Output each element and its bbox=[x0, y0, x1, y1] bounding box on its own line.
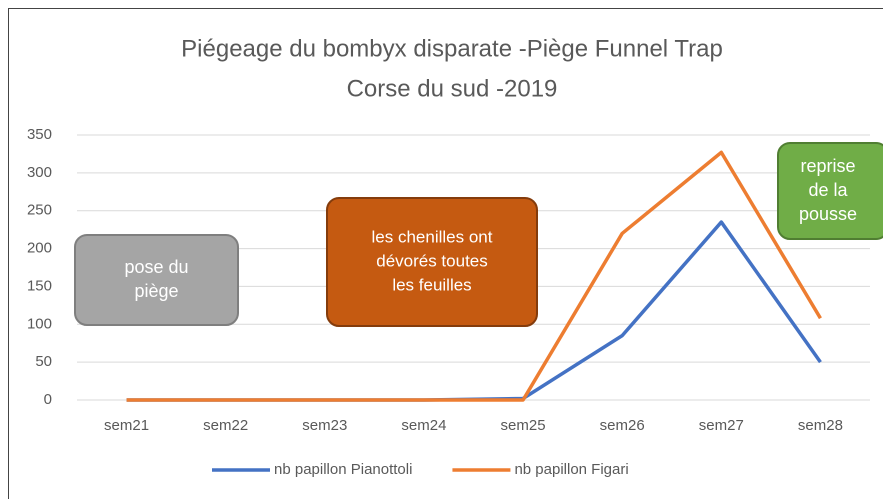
chart-title: Piégeage du bombyx disparate -Piège Funn… bbox=[181, 35, 723, 62]
legend-label: nb papillon Figari bbox=[514, 461, 628, 478]
y-tick-label: 100 bbox=[27, 315, 52, 332]
x-tick-label: sem25 bbox=[501, 417, 546, 434]
x-tick-label: sem21 bbox=[104, 417, 149, 434]
x-tick-label: sem23 bbox=[302, 417, 347, 434]
x-tick-label: sem24 bbox=[401, 417, 446, 434]
annotation-text: dévorés toutes bbox=[376, 251, 488, 270]
y-tick-label: 0 bbox=[44, 391, 52, 408]
x-tick-label: sem22 bbox=[203, 417, 248, 434]
y-tick-label: 200 bbox=[27, 240, 52, 257]
x-tick-label: sem28 bbox=[798, 417, 843, 434]
y-tick-label: 250 bbox=[27, 202, 52, 219]
y-tick-label: 300 bbox=[27, 164, 52, 181]
annotation-text: reprise bbox=[800, 156, 855, 176]
annotation-text: pousse bbox=[799, 204, 857, 224]
y-tick-label: 150 bbox=[27, 277, 52, 294]
annotation-box bbox=[326, 197, 538, 327]
chart-subtitle: Corse du sud -2019 bbox=[347, 75, 558, 102]
annotation-text: les chenilles ont bbox=[372, 227, 493, 246]
annotation-box bbox=[777, 142, 883, 240]
annotation-text: piège bbox=[134, 281, 178, 301]
annotation-text: les feuilles bbox=[392, 275, 471, 294]
x-tick-label: sem27 bbox=[699, 417, 744, 434]
annotation-text: pose du bbox=[124, 257, 188, 277]
legend-label: nb papillon Pianottoli bbox=[274, 461, 412, 478]
chart-border bbox=[8, 8, 883, 499]
x-tick-label: sem26 bbox=[600, 417, 645, 434]
y-tick-label: 350 bbox=[27, 126, 52, 143]
annotation-box bbox=[74, 234, 239, 326]
y-tick-label: 50 bbox=[35, 353, 52, 370]
annotation-text: de la bbox=[808, 180, 848, 200]
series-line bbox=[126, 150, 822, 402]
